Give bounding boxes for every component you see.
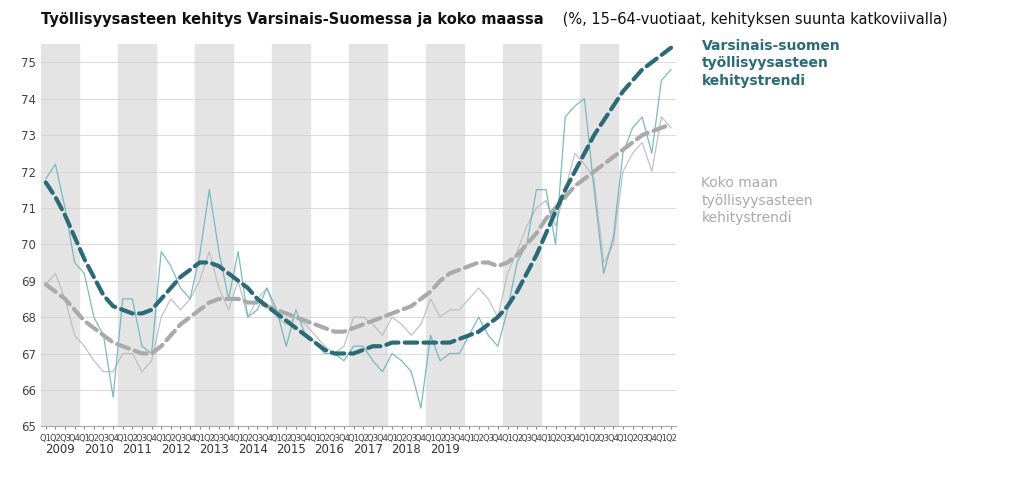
Bar <box>195 44 233 426</box>
Text: 2016: 2016 <box>314 442 344 456</box>
Text: 2015: 2015 <box>276 442 306 456</box>
Text: 2017: 2017 <box>353 442 383 456</box>
Bar <box>118 44 157 426</box>
Bar <box>426 44 464 426</box>
Text: 2013: 2013 <box>200 442 229 456</box>
Bar <box>41 44 80 426</box>
Bar <box>349 44 387 426</box>
Text: 2014: 2014 <box>238 442 267 456</box>
Text: 2019: 2019 <box>430 442 460 456</box>
Bar <box>503 44 541 426</box>
Text: 2010: 2010 <box>84 442 114 456</box>
Text: Koko maan
työllisyysasteen
kehitystrendi: Koko maan työllisyysasteen kehitystrendi <box>701 176 813 225</box>
Text: 2009: 2009 <box>45 442 75 456</box>
Bar <box>580 44 618 426</box>
Text: Työllisyysasteen kehitys Varsinais-Suomessa ja koko maassa: Työllisyysasteen kehitys Varsinais-Suome… <box>41 12 544 27</box>
Text: (%, 15–64-vuotiaat, kehityksen suunta katkoviivalla): (%, 15–64-vuotiaat, kehityksen suunta ka… <box>558 12 947 27</box>
Text: 2018: 2018 <box>391 442 421 456</box>
Bar <box>271 44 310 426</box>
Text: 2011: 2011 <box>122 442 153 456</box>
Text: Varsinais-suomen
työllisyysasteen
kehitystrendi: Varsinais-suomen työllisyysasteen kehity… <box>701 39 840 88</box>
Text: 2012: 2012 <box>161 442 190 456</box>
